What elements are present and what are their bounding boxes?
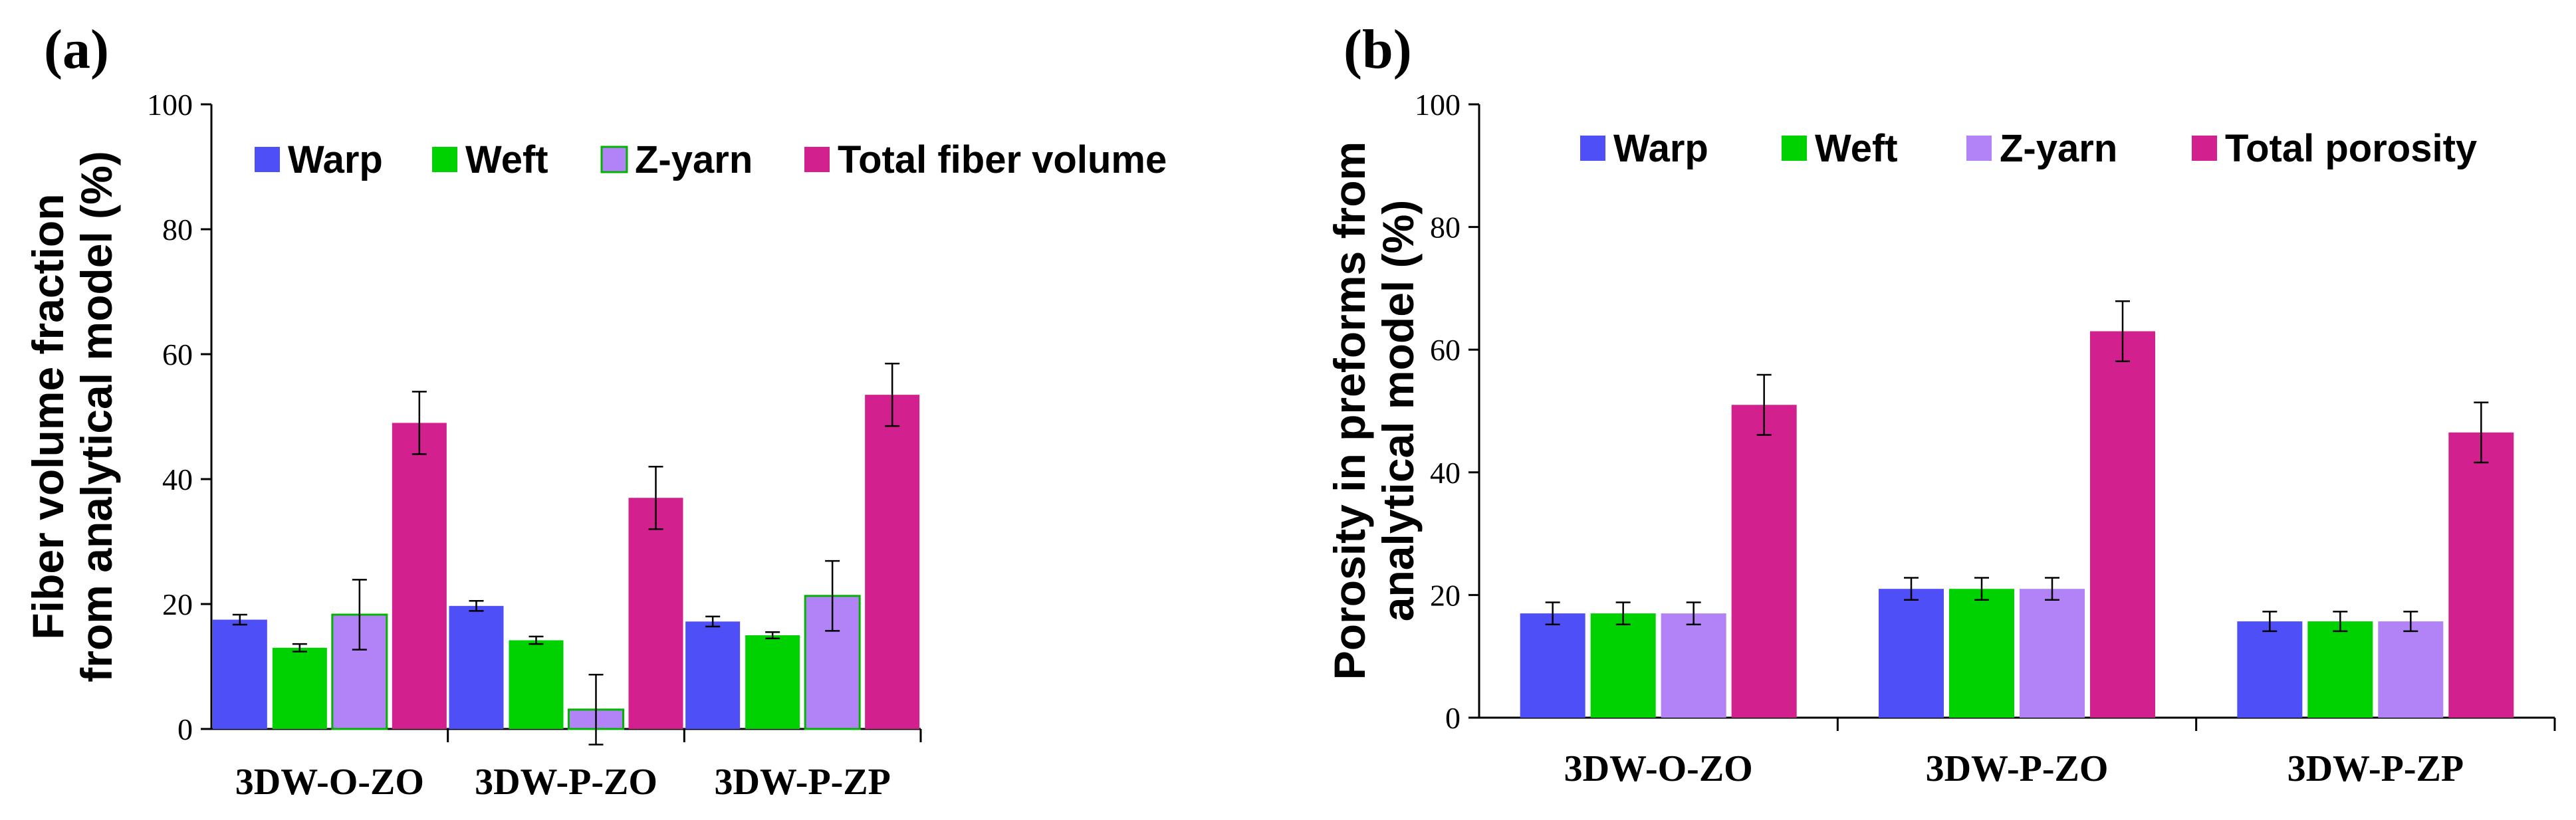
y-axis-label-line: Porosity in preforms from <box>1325 142 1374 680</box>
bar-warp <box>212 619 267 729</box>
y-tick-label: 60 <box>1430 333 1461 367</box>
x-tick-label: 3DW-P-ZP <box>2287 748 2464 789</box>
legend-swatch <box>1580 136 1605 161</box>
legend: Warp Weft Z-yarn Total fiber volume <box>255 138 1167 181</box>
y-axis-label-line: Fiber volume fraction <box>23 193 72 639</box>
chart-panel-a: (a) 0 20 40 60 80 100 Fiber volume fraction from… <box>23 19 1167 803</box>
legend-swatch <box>1966 136 1992 161</box>
y-tick-label: 80 <box>162 213 193 247</box>
y-tick-label: 0 <box>1445 701 1461 735</box>
bar-total-porosity <box>2090 331 2155 718</box>
y-tick-label: 100 <box>147 88 193 122</box>
panel-label: (a) <box>44 19 109 80</box>
bar-total-fiber-volume <box>392 423 447 729</box>
legend-swatch <box>804 147 830 172</box>
legend-swatch <box>432 147 457 172</box>
legend-swatch <box>255 147 280 172</box>
y-tick-label: 80 <box>1430 211 1461 245</box>
bar-total-porosity <box>2448 432 2514 718</box>
y-tick-label: 100 <box>1415 88 1461 122</box>
legend-label: Weft <box>465 138 548 181</box>
bar-warp <box>685 621 741 729</box>
bar-total-fiber-volume <box>865 395 920 729</box>
bar-z-yarn <box>1661 613 1726 718</box>
legend-label: Total fiber volume <box>838 138 1167 181</box>
bar-weft <box>1949 589 2014 718</box>
y-axis-label-line: from analytical model (%) <box>72 151 121 682</box>
x-tick-label: 3DW-O-ZO <box>235 762 424 803</box>
x-tick-label: 3DW-O-ZO <box>1564 748 1753 789</box>
y-axis-label-line: analytical model (%) <box>1373 200 1423 622</box>
bar-weft <box>509 640 564 729</box>
x-tick-label: 3DW-P-ZO <box>475 762 657 803</box>
x-tick-label: 3DW-P-ZP <box>714 762 890 803</box>
legend-label: Z-yarn <box>2000 127 2117 170</box>
x-tick-label: 3DW-P-ZO <box>1926 748 2109 789</box>
legend-swatch <box>1782 136 1807 161</box>
legend-label: Weft <box>1815 127 1898 170</box>
bar-z-yarn <box>2020 589 2085 718</box>
bar-warp <box>2237 621 2303 718</box>
panel-label: (b) <box>1344 19 1412 80</box>
y-tick-label: 40 <box>1430 456 1461 490</box>
legend-swatch <box>600 146 628 173</box>
legend-label: Warp <box>288 138 383 181</box>
bar-warp <box>1879 589 1944 718</box>
y-tick-label: 20 <box>162 587 193 621</box>
bar-weft <box>272 647 327 729</box>
legend-label: Warp <box>1613 127 1708 170</box>
bar-weft <box>745 635 800 729</box>
y-tick-label: 0 <box>177 712 193 746</box>
bar-warp <box>1520 613 1585 718</box>
bar-weft <box>2307 621 2373 718</box>
y-tick-label: 60 <box>162 338 193 371</box>
y-tick-label: 40 <box>162 462 193 496</box>
bar-warp <box>449 605 504 729</box>
bar-weft <box>1590 613 1656 718</box>
bar-z-yarn <box>2378 621 2444 718</box>
legend: Warp Weft Z-yarn Total porosity <box>1580 127 2477 170</box>
y-tick-label: 20 <box>1430 578 1461 612</box>
legend-label: Z-yarn <box>635 138 753 181</box>
legend-label: Total porosity <box>2225 127 2477 170</box>
bar-total-porosity <box>1731 405 1797 718</box>
bar-total-fiber-volume <box>628 498 683 729</box>
legend-swatch <box>2192 136 2217 161</box>
chart-panel-b: (b) 0 20 40 60 80 100 Porosity in preforms from… <box>1325 19 2556 789</box>
